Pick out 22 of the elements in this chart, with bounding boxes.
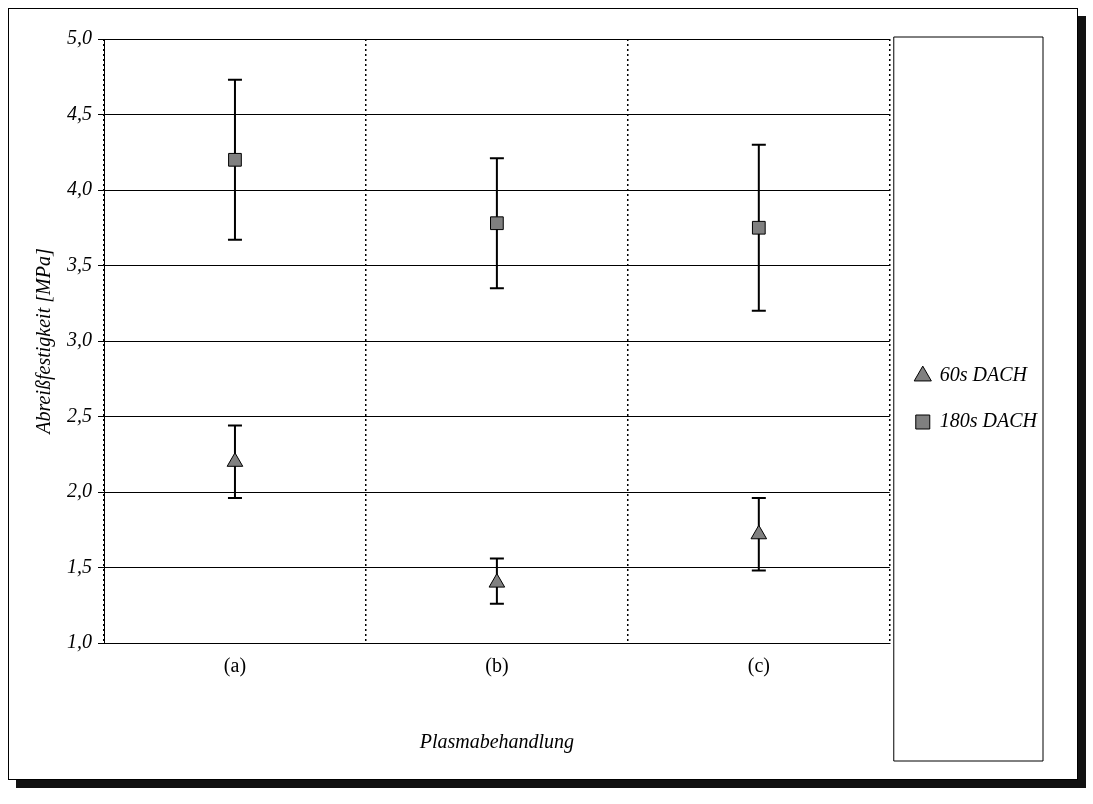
point bbox=[228, 152, 242, 167]
x-tick-label: (c) bbox=[747, 654, 770, 678]
y-tick-label: 2,0 bbox=[67, 479, 92, 502]
point bbox=[226, 452, 244, 467]
y-tick-label: 1,0 bbox=[67, 630, 92, 653]
y-axis-title: Abreißfestigkeit [MPa] bbox=[32, 248, 56, 436]
point bbox=[488, 573, 506, 588]
y-tick-label: 3,0 bbox=[66, 328, 92, 351]
legend-label: 60s DACH bbox=[939, 363, 1029, 386]
point bbox=[750, 524, 768, 540]
point bbox=[490, 216, 504, 231]
legend-label: 180s DACH bbox=[939, 409, 1039, 432]
y-tick-label: 4,5 bbox=[67, 101, 92, 124]
y-tick-label: 5,0 bbox=[67, 26, 92, 49]
y-tick-label: 1,5 bbox=[67, 554, 92, 577]
x-tick-label: (b) bbox=[485, 654, 509, 678]
point bbox=[751, 220, 766, 235]
x-tick-label: (a) bbox=[223, 654, 247, 678]
x-axis-title: Plasmabehandlung bbox=[418, 730, 575, 754]
y-tick-label: 4,0 bbox=[67, 177, 92, 200]
y-tick-label: 2,5 bbox=[67, 403, 92, 426]
y-tick-label: 3,5 bbox=[66, 252, 92, 275]
